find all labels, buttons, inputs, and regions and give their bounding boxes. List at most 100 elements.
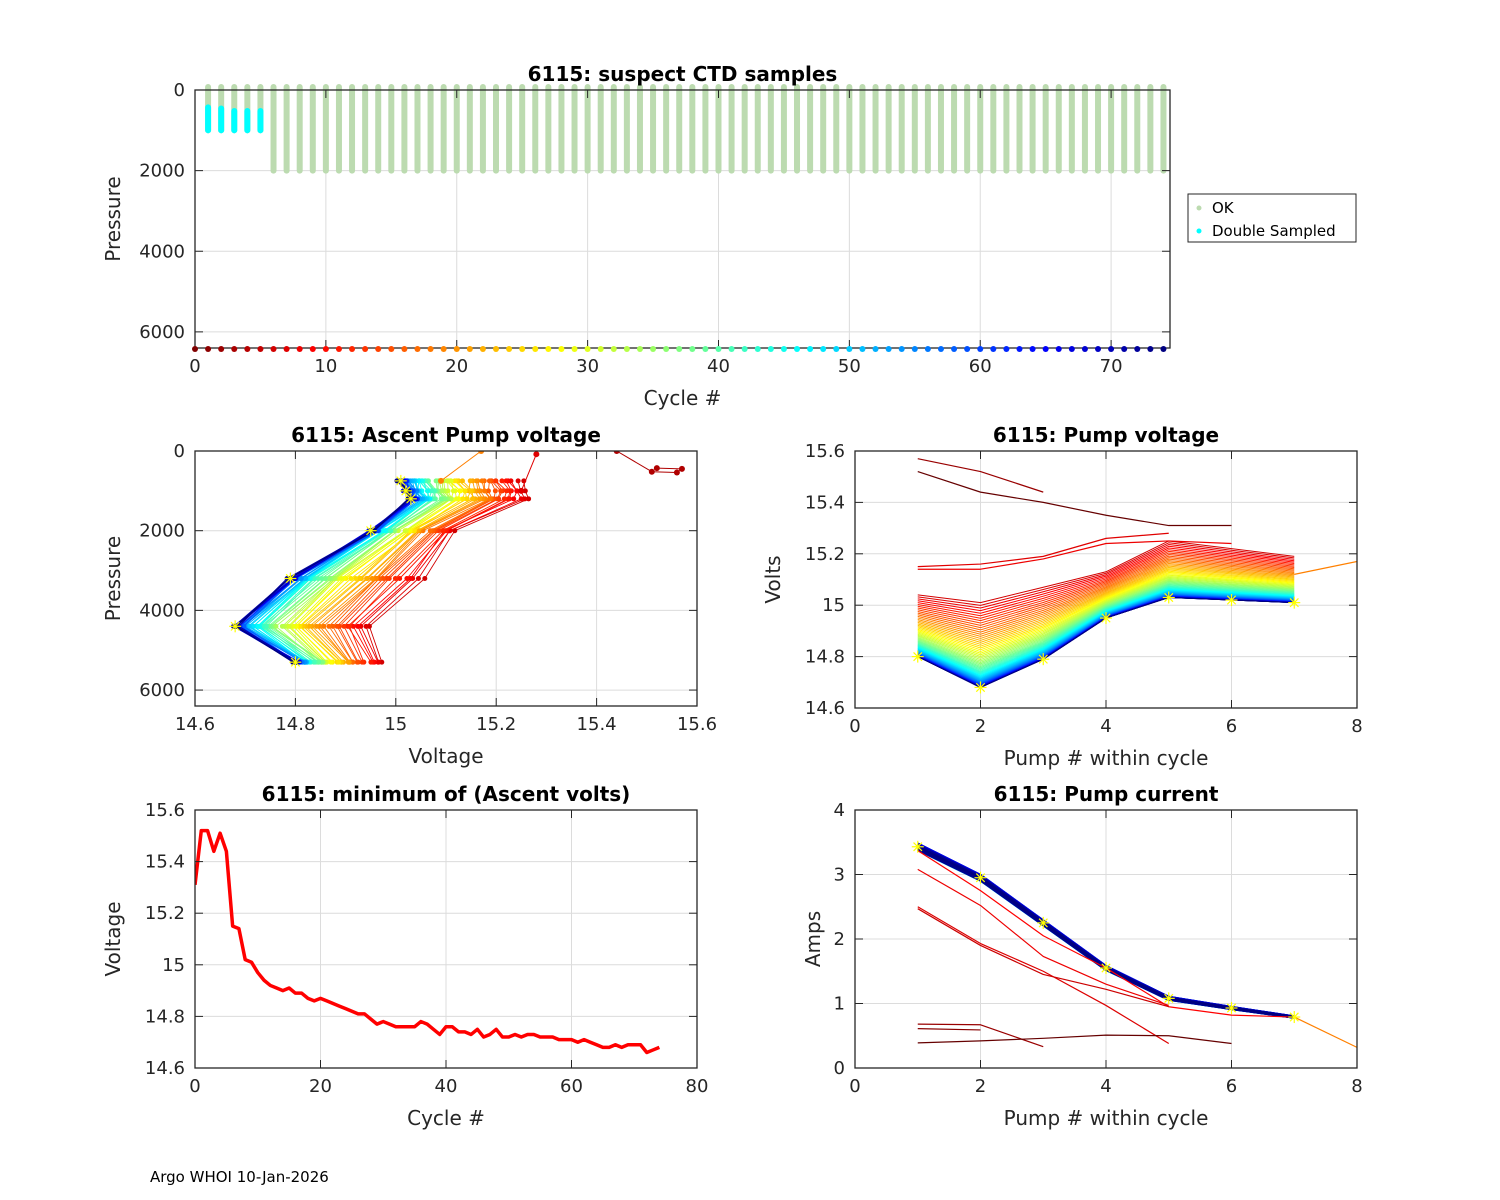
cycle-line [917, 583, 1295, 669]
cycle-point [485, 488, 491, 494]
outlier-line [1294, 560, 1357, 575]
cycle-marker [1081, 346, 1088, 352]
cycle-line [917, 586, 1295, 672]
cycle-point [273, 623, 279, 629]
cycle-marker [401, 346, 408, 352]
cycle-line [917, 549, 1295, 617]
cycle-marker [951, 346, 958, 352]
cycle-marker [296, 346, 303, 352]
cycle-marker [1121, 346, 1128, 352]
cycle-line [917, 564, 1295, 639]
cycle-point [381, 528, 387, 534]
y-tick-label: 4000 [139, 600, 185, 621]
y-tick-label: 0 [174, 80, 185, 101]
cycle-point [504, 488, 510, 494]
cycle-point [493, 478, 499, 484]
last-cycle-marker [1037, 916, 1050, 929]
cycle-marker [375, 346, 382, 352]
x-tick-label: 15.4 [577, 714, 617, 735]
y-axis-label: Volts [761, 555, 785, 603]
y-tick-label: 15 [822, 595, 845, 616]
cycle-marker [309, 346, 316, 352]
x-tick-label: 8 [1351, 716, 1362, 737]
x-axis-label: Pump # within cycle [1004, 1106, 1209, 1130]
last-cycle-marker [289, 656, 302, 669]
cycle-point [425, 488, 431, 494]
cycle-marker [231, 346, 238, 352]
last-cycle-marker [911, 840, 924, 853]
footer-credit: Argo WHOI 10-Jan-2026 [150, 1168, 329, 1186]
cycle-point [462, 488, 468, 494]
cycle-marker [767, 346, 774, 352]
last-cycle-marker [974, 681, 987, 694]
cycle-marker [794, 346, 801, 352]
cycle-point [330, 623, 336, 629]
x-tick-label: 2 [975, 1076, 986, 1097]
cycle-point [453, 496, 459, 502]
last-cycle-marker [284, 572, 297, 585]
x-tick-label: 4 [1100, 1076, 1111, 1097]
cycle-marker [584, 346, 591, 352]
cycle-marker [257, 346, 264, 352]
y-tick-label: 0 [174, 441, 185, 462]
chart-title: 6115: Pump current [994, 782, 1219, 806]
cycle-point [464, 496, 470, 502]
outlier-line [440, 451, 482, 482]
cycle-marker [820, 346, 827, 352]
cycle-point [397, 576, 403, 581]
outlier-line [917, 906, 1170, 1045]
cycle-point [415, 576, 421, 581]
cycle-line [917, 585, 1295, 671]
cycle-line [917, 562, 1295, 637]
cycle-line [917, 542, 1295, 606]
y-tick-label: 14.8 [805, 647, 845, 668]
x-tick-label: 80 [686, 1076, 709, 1097]
x-tick-label: 15.6 [677, 714, 717, 735]
cycle-marker [388, 346, 395, 352]
cycle-point [499, 478, 505, 484]
x-tick-label: 20 [445, 356, 468, 377]
last-cycle-marker [1100, 962, 1112, 975]
legend-marker [1196, 205, 1202, 211]
cycle-marker [702, 346, 709, 352]
plot-area [195, 828, 661, 1055]
cycle-marker [636, 346, 643, 352]
cycle-marker [283, 346, 290, 352]
last-cycle-marker [1288, 596, 1301, 609]
y-tick-label: 15.6 [805, 441, 845, 462]
cycle-line [917, 575, 1295, 656]
cycle-marker [623, 346, 630, 352]
x-axis-label: Voltage [408, 744, 483, 768]
cycle-marker [872, 346, 879, 352]
cycle-point [327, 576, 333, 581]
cycle-marker [558, 346, 565, 352]
x-tick-label: 30 [576, 356, 599, 377]
x-tick-label: 20 [309, 1076, 332, 1097]
chart-title: 6115: Ascent Pump voltage [291, 423, 601, 447]
cycle-point [353, 576, 359, 581]
last-cycle-marker [974, 871, 987, 884]
outlier-line [917, 540, 1232, 570]
cycle-line [917, 577, 1295, 659]
cycle-marker [741, 346, 748, 352]
cycle-point [336, 659, 342, 665]
x-tick-label: 14.8 [275, 714, 315, 735]
cycle-point [321, 623, 327, 629]
cycle-line [917, 570, 1295, 649]
x-axis-label: Cycle # [407, 1106, 485, 1130]
cycle-marker [519, 346, 526, 352]
x-tick-label: 2 [975, 716, 986, 737]
cycle-point [355, 623, 361, 629]
cycle-point [373, 576, 379, 581]
outlier-point [518, 487, 525, 494]
y-axis-label: Pressure [101, 176, 125, 261]
cycle-line [917, 558, 1295, 631]
cycle-line [917, 552, 1295, 622]
cycle-marker [833, 346, 840, 352]
cycle-point [306, 623, 312, 629]
cycle-line [917, 544, 1295, 609]
cycle-line [917, 584, 1295, 670]
cycle-marker [1160, 346, 1167, 352]
cycle-point [254, 623, 260, 629]
cycle-point [328, 659, 334, 665]
